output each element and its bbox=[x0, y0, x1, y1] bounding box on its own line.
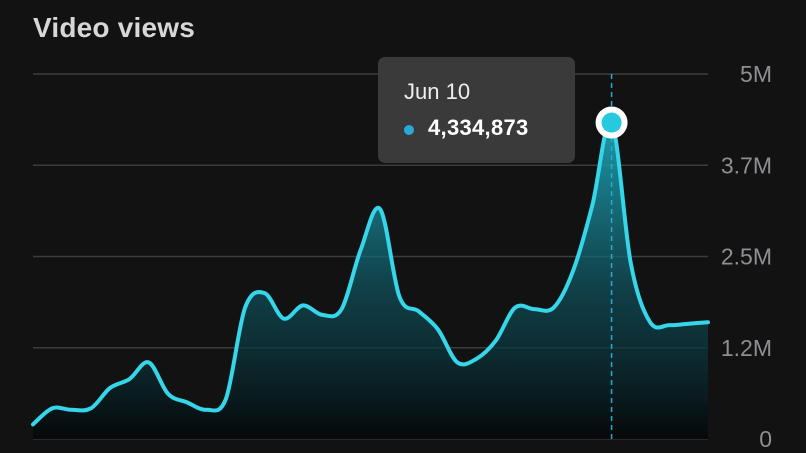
y-tick-label: 2.5M bbox=[721, 244, 772, 270]
y-tick-label: 0 bbox=[759, 426, 772, 452]
tooltip-value: 4,334,873 bbox=[428, 115, 529, 140]
y-tick-label: 5M bbox=[740, 61, 772, 87]
highlight-point[interactable] bbox=[601, 112, 622, 133]
y-axis-ticks: 5M 3.7M 2.5M 1.2M 0 bbox=[721, 61, 772, 452]
tooltip-series-dot bbox=[404, 125, 414, 135]
y-tick-label: 1.2M bbox=[721, 335, 772, 361]
series-area bbox=[33, 121, 708, 440]
y-tick-label: 3.7M bbox=[721, 152, 772, 178]
chart-title: Video views bbox=[33, 12, 195, 43]
tooltip-date: Jun 10 bbox=[404, 79, 471, 104]
tooltip: Jun 10 4,334,873 bbox=[378, 57, 575, 163]
series-line bbox=[31, 119, 710, 427]
